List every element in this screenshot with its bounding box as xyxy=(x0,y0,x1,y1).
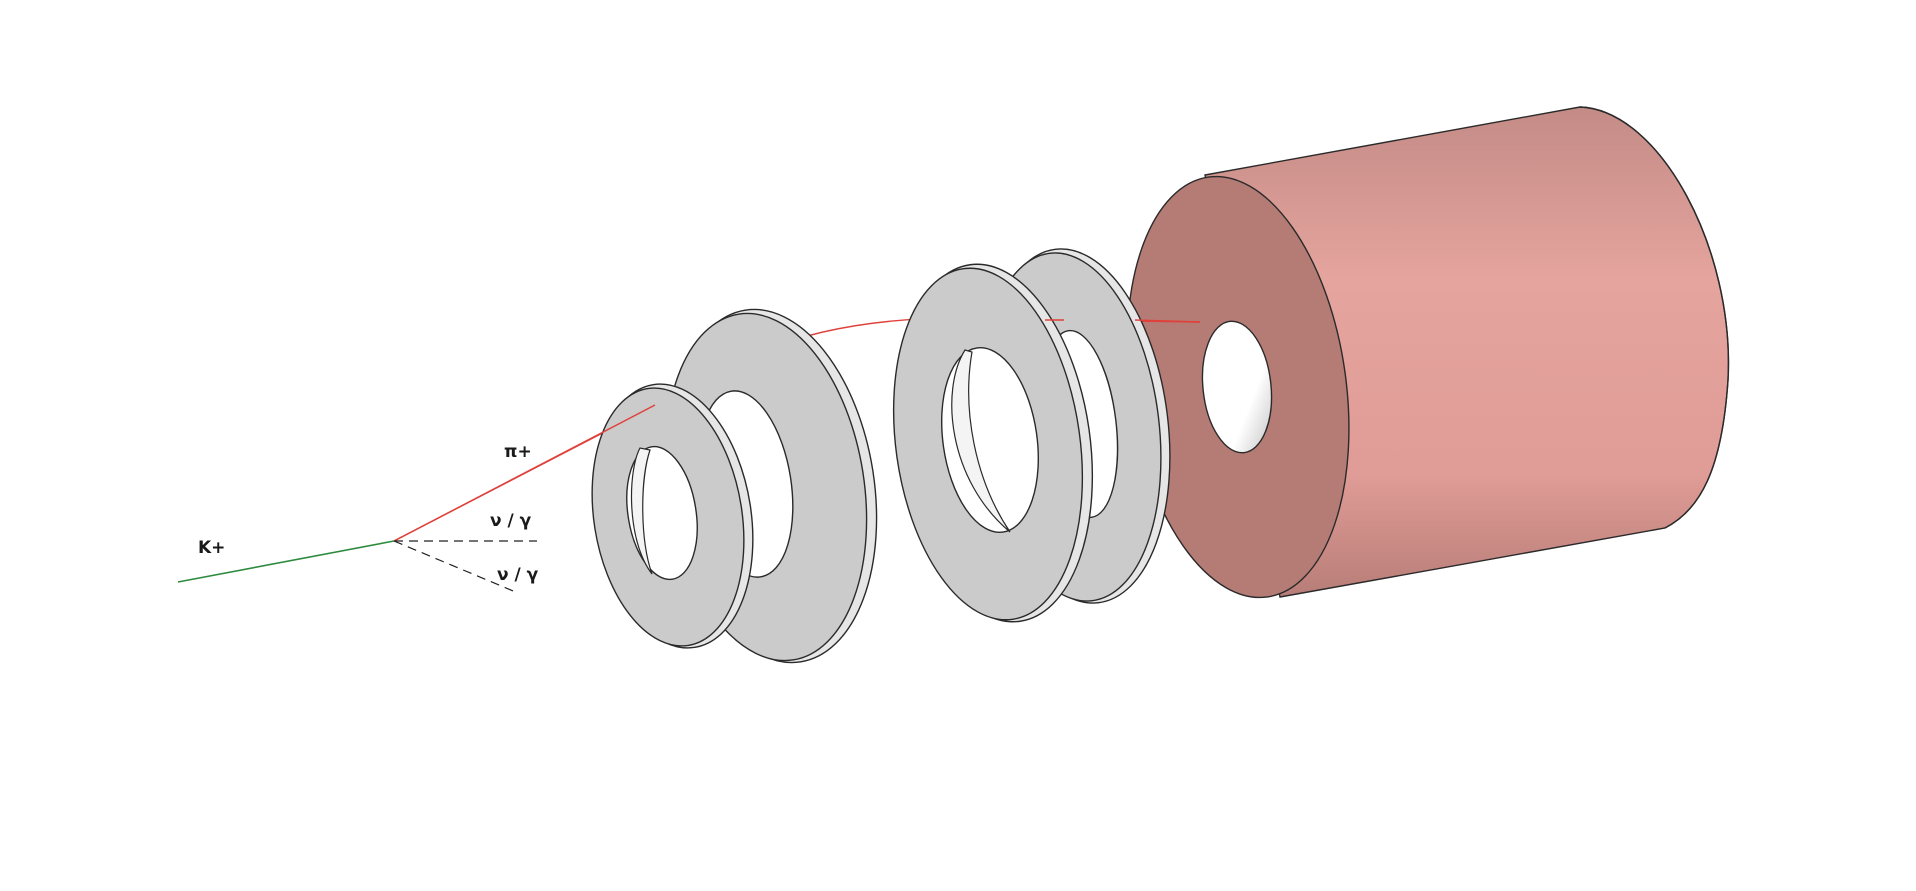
detector-disk-3 xyxy=(892,263,1094,623)
neutral-label-2: ν / γ xyxy=(497,565,539,585)
calorimeter-cylinder xyxy=(1126,106,1730,599)
pion-track-calorimeter-entry xyxy=(1134,319,1201,323)
detector-disk-1 xyxy=(591,383,754,649)
kaon-track xyxy=(177,540,395,583)
neutral-label-1: ν / γ xyxy=(490,511,532,531)
calorimeter-back-edge xyxy=(1579,106,1730,529)
kaon-label: K+ xyxy=(198,538,225,558)
calorimeter-bore xyxy=(1201,320,1273,454)
pion-label: π+ xyxy=(504,442,532,462)
pion-track-front-segment xyxy=(393,404,656,542)
neutral-track-2 xyxy=(393,540,519,594)
